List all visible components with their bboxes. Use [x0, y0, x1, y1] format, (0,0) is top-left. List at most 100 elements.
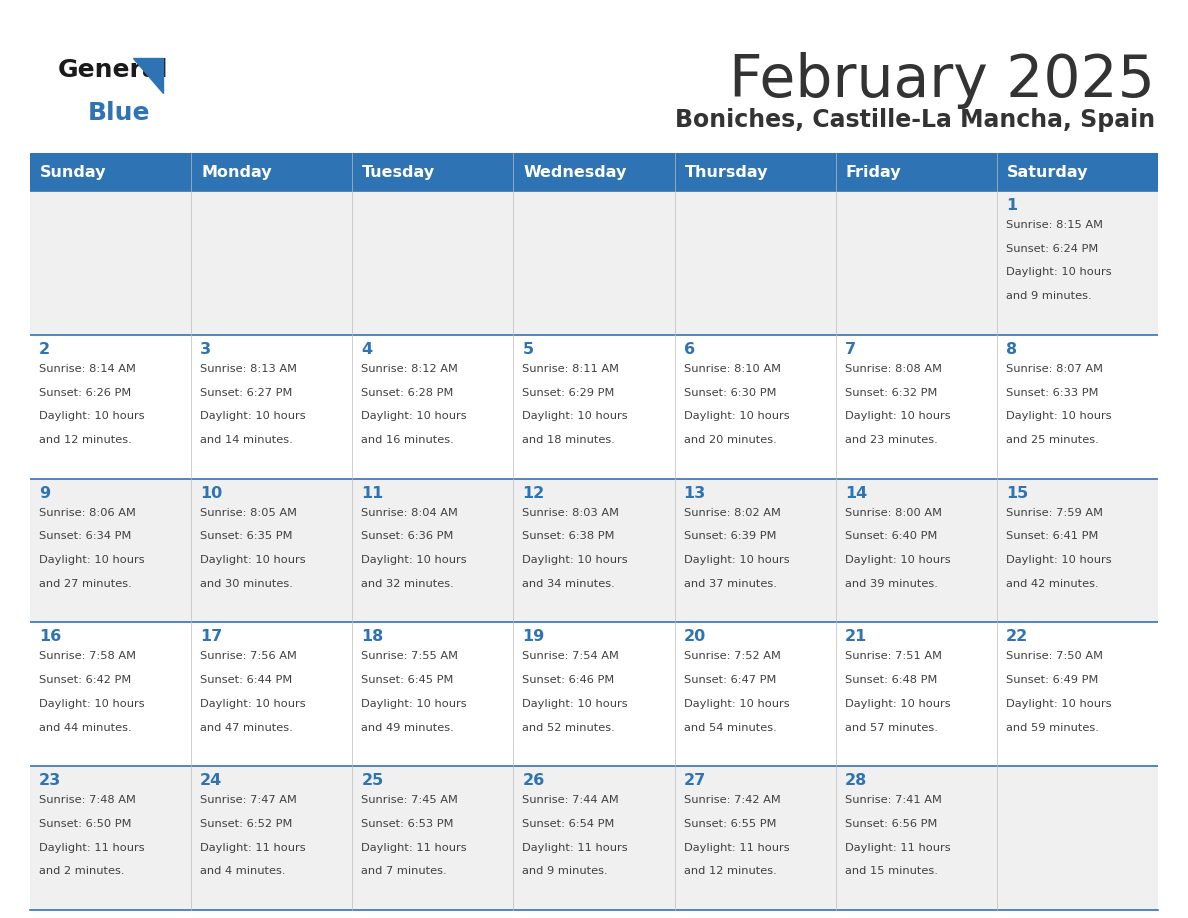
Text: Daylight: 10 hours: Daylight: 10 hours: [1006, 699, 1112, 709]
Text: Sunset: 6:30 PM: Sunset: 6:30 PM: [683, 387, 776, 397]
Text: and 23 minutes.: and 23 minutes.: [845, 435, 937, 445]
Text: Daylight: 10 hours: Daylight: 10 hours: [200, 411, 305, 421]
Text: Sunset: 6:32 PM: Sunset: 6:32 PM: [845, 387, 937, 397]
Text: Daylight: 10 hours: Daylight: 10 hours: [683, 555, 789, 565]
Text: Daylight: 10 hours: Daylight: 10 hours: [845, 555, 950, 565]
Text: and 30 minutes.: and 30 minutes.: [200, 578, 293, 588]
Text: Daylight: 10 hours: Daylight: 10 hours: [1006, 555, 1112, 565]
Text: 11: 11: [361, 486, 384, 500]
Text: Sunset: 6:29 PM: Sunset: 6:29 PM: [523, 387, 615, 397]
Text: Sunset: 6:49 PM: Sunset: 6:49 PM: [1006, 675, 1098, 685]
Text: Sunset: 6:52 PM: Sunset: 6:52 PM: [200, 819, 292, 829]
Text: Sunset: 6:26 PM: Sunset: 6:26 PM: [39, 387, 131, 397]
Text: Sunrise: 7:51 AM: Sunrise: 7:51 AM: [845, 652, 942, 661]
Text: Sunrise: 8:04 AM: Sunrise: 8:04 AM: [361, 508, 459, 518]
Text: Daylight: 10 hours: Daylight: 10 hours: [523, 411, 628, 421]
Text: 28: 28: [845, 773, 867, 789]
Text: Daylight: 10 hours: Daylight: 10 hours: [39, 699, 145, 709]
Bar: [30, 767, 1158, 910]
Text: Sunrise: 7:48 AM: Sunrise: 7:48 AM: [39, 795, 135, 805]
Text: Daylight: 10 hours: Daylight: 10 hours: [683, 411, 789, 421]
Text: Sunset: 6:24 PM: Sunset: 6:24 PM: [1006, 243, 1098, 253]
Text: Sunrise: 8:08 AM: Sunrise: 8:08 AM: [845, 364, 942, 374]
Bar: [30, 622, 1158, 767]
Text: Sunrise: 7:52 AM: Sunrise: 7:52 AM: [683, 652, 781, 661]
Text: Sunrise: 7:58 AM: Sunrise: 7:58 AM: [39, 652, 135, 661]
Text: Sunrise: 7:55 AM: Sunrise: 7:55 AM: [361, 652, 459, 661]
Text: Daylight: 10 hours: Daylight: 10 hours: [683, 699, 789, 709]
Text: 23: 23: [39, 773, 62, 789]
Text: Daylight: 10 hours: Daylight: 10 hours: [1006, 411, 1112, 421]
Text: Sunset: 6:56 PM: Sunset: 6:56 PM: [845, 819, 937, 829]
Text: and 12 minutes.: and 12 minutes.: [683, 867, 776, 877]
Text: 1: 1: [1006, 198, 1017, 213]
Text: Daylight: 10 hours: Daylight: 10 hours: [523, 699, 628, 709]
Text: 18: 18: [361, 630, 384, 644]
Text: Sunrise: 8:12 AM: Sunrise: 8:12 AM: [361, 364, 459, 374]
Text: and 2 minutes.: and 2 minutes.: [39, 867, 125, 877]
Text: February 2025: February 2025: [729, 52, 1155, 109]
Text: Blue: Blue: [88, 101, 151, 125]
Text: 2: 2: [39, 341, 50, 357]
Text: 6: 6: [683, 341, 695, 357]
Text: 25: 25: [361, 773, 384, 789]
Text: Sunset: 6:36 PM: Sunset: 6:36 PM: [361, 532, 454, 542]
Text: and 4 minutes.: and 4 minutes.: [200, 867, 285, 877]
Text: Sunrise: 8:00 AM: Sunrise: 8:00 AM: [845, 508, 942, 518]
Text: 3: 3: [200, 341, 211, 357]
Text: Sunset: 6:50 PM: Sunset: 6:50 PM: [39, 819, 132, 829]
Text: 24: 24: [200, 773, 222, 789]
Text: and 37 minutes.: and 37 minutes.: [683, 578, 777, 588]
Text: Sunset: 6:46 PM: Sunset: 6:46 PM: [523, 675, 614, 685]
Text: Sunrise: 8:03 AM: Sunrise: 8:03 AM: [523, 508, 619, 518]
Text: Thursday: Thursday: [684, 164, 769, 180]
Bar: [30, 191, 1158, 335]
Text: Daylight: 10 hours: Daylight: 10 hours: [361, 555, 467, 565]
Text: Sunset: 6:28 PM: Sunset: 6:28 PM: [361, 387, 454, 397]
Text: 4: 4: [361, 341, 372, 357]
Text: and 12 minutes.: and 12 minutes.: [39, 435, 132, 445]
Text: 12: 12: [523, 486, 544, 500]
Text: and 7 minutes.: and 7 minutes.: [361, 867, 447, 877]
Text: and 42 minutes.: and 42 minutes.: [1006, 578, 1099, 588]
Text: Sunrise: 7:47 AM: Sunrise: 7:47 AM: [200, 795, 297, 805]
Text: Daylight: 10 hours: Daylight: 10 hours: [39, 555, 145, 565]
Text: Sunset: 6:40 PM: Sunset: 6:40 PM: [845, 532, 937, 542]
Text: Sunrise: 8:07 AM: Sunrise: 8:07 AM: [1006, 364, 1102, 374]
Text: and 27 minutes.: and 27 minutes.: [39, 578, 132, 588]
Text: Daylight: 11 hours: Daylight: 11 hours: [200, 843, 305, 853]
Text: Sunrise: 8:11 AM: Sunrise: 8:11 AM: [523, 364, 619, 374]
Text: 22: 22: [1006, 630, 1028, 644]
Text: Daylight: 10 hours: Daylight: 10 hours: [39, 411, 145, 421]
Text: Sunrise: 8:06 AM: Sunrise: 8:06 AM: [39, 508, 135, 518]
Text: Sunset: 6:33 PM: Sunset: 6:33 PM: [1006, 387, 1099, 397]
Text: and 25 minutes.: and 25 minutes.: [1006, 435, 1099, 445]
Text: and 44 minutes.: and 44 minutes.: [39, 722, 132, 733]
Polygon shape: [133, 58, 163, 93]
Text: 17: 17: [200, 630, 222, 644]
Text: Sunrise: 8:15 AM: Sunrise: 8:15 AM: [1006, 220, 1102, 230]
Text: Sunrise: 7:44 AM: Sunrise: 7:44 AM: [523, 795, 619, 805]
Text: Boniches, Castille-La Mancha, Spain: Boniches, Castille-La Mancha, Spain: [675, 108, 1155, 132]
Text: Daylight: 11 hours: Daylight: 11 hours: [683, 843, 789, 853]
Text: Monday: Monday: [201, 164, 272, 180]
Text: 21: 21: [845, 630, 867, 644]
Text: and 59 minutes.: and 59 minutes.: [1006, 722, 1099, 733]
Text: Sunrise: 7:59 AM: Sunrise: 7:59 AM: [1006, 508, 1102, 518]
Text: 15: 15: [1006, 486, 1028, 500]
Text: 8: 8: [1006, 341, 1017, 357]
Text: Sunrise: 7:56 AM: Sunrise: 7:56 AM: [200, 652, 297, 661]
Text: Sunrise: 8:13 AM: Sunrise: 8:13 AM: [200, 364, 297, 374]
Text: Sunset: 6:38 PM: Sunset: 6:38 PM: [523, 532, 615, 542]
Text: Daylight: 10 hours: Daylight: 10 hours: [361, 411, 467, 421]
Text: General: General: [58, 58, 169, 82]
Text: Sunrise: 8:14 AM: Sunrise: 8:14 AM: [39, 364, 135, 374]
Text: and 49 minutes.: and 49 minutes.: [361, 722, 454, 733]
Text: Sunday: Sunday: [40, 164, 107, 180]
Text: Wednesday: Wednesday: [524, 164, 627, 180]
Bar: [30, 153, 1158, 191]
Text: 27: 27: [683, 773, 706, 789]
Text: and 52 minutes.: and 52 minutes.: [523, 722, 615, 733]
Text: Sunset: 6:41 PM: Sunset: 6:41 PM: [1006, 532, 1098, 542]
Text: and 16 minutes.: and 16 minutes.: [361, 435, 454, 445]
